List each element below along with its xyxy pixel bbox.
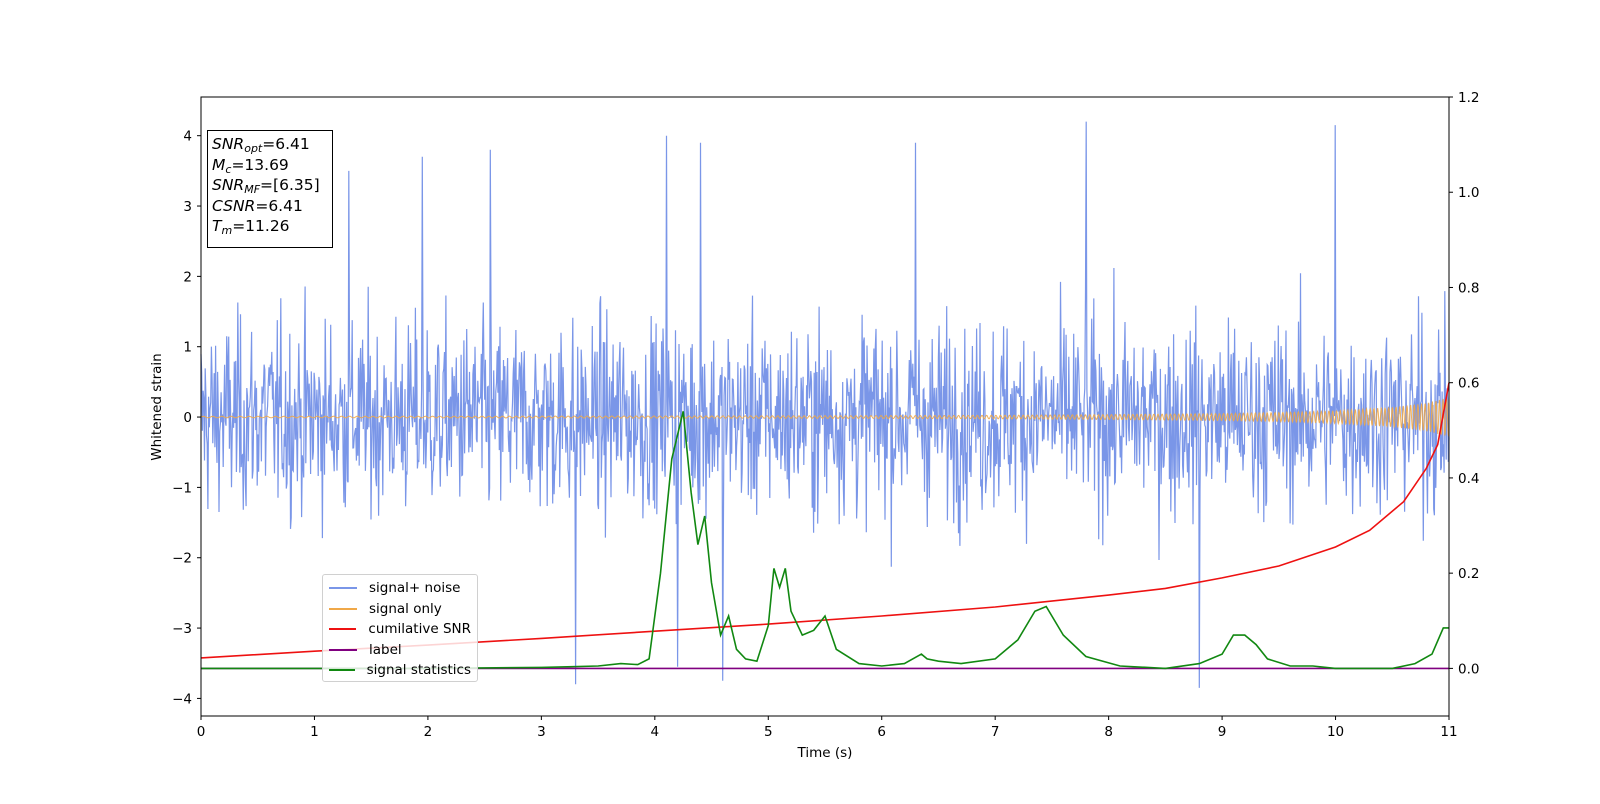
y2-tick-label: 0.0	[1458, 661, 1479, 677]
plot-frame	[200, 96, 1450, 717]
x-tick-label: 11	[1440, 724, 1457, 740]
legend-item: cumilative SNR	[329, 619, 471, 640]
y-tick-label: −4	[172, 691, 192, 707]
y-tick-label: −3	[172, 621, 192, 637]
legend-swatch	[329, 648, 357, 651]
legend-item: label	[329, 640, 471, 661]
y2-tick-label: 1.0	[1458, 185, 1479, 201]
x-tick-label: 6	[877, 724, 886, 740]
x-tick-label: 5	[764, 724, 773, 740]
x-tick-label: 1	[310, 724, 319, 740]
x-tick-label: 9	[1218, 724, 1227, 740]
legend-label: cumilative SNR	[368, 621, 471, 638]
y2-tick-label: 0.4	[1458, 471, 1479, 487]
legend-swatch	[329, 607, 357, 610]
y-axis-label: Whitened strain	[149, 353, 165, 460]
y2-tick-label: 1.2	[1458, 90, 1479, 106]
legend-item: signal+ noise	[329, 578, 471, 599]
x-tick-label: 7	[991, 724, 1000, 740]
info-mc: Mc=13.69	[212, 155, 289, 176]
y-tick-label: 4	[183, 129, 192, 145]
y2-tick-label: 0.2	[1458, 566, 1479, 582]
chart-legend: signal+ noise signal only cumilative SNR…	[322, 574, 478, 682]
y2-tick-label: 0.6	[1458, 376, 1479, 392]
series-signal-only-line	[200, 397, 1450, 437]
legend-swatch	[329, 669, 355, 672]
legend-swatch	[329, 587, 357, 590]
legend-item: signal statistics	[329, 660, 471, 681]
legend-label: signal only	[369, 600, 442, 617]
series-cumilative-snr-line	[200, 382, 1450, 659]
y-tick-label: 3	[183, 199, 192, 215]
x-tick-label: 10	[1327, 724, 1344, 740]
legend-label: label	[369, 641, 402, 658]
info-tm: Tm=11.26	[212, 217, 290, 237]
info-snr-opt: SNRopt=6.41	[212, 135, 310, 155]
series-signal-noise-line	[200, 121, 1450, 688]
y2-tick-label: 0.8	[1458, 280, 1479, 296]
x-axis-label: Time (s)	[797, 745, 853, 761]
legend-swatch	[329, 628, 357, 631]
x-tick-label: 4	[651, 724, 660, 740]
axes-layer: 0 1 2 3 4 5 6 7 8 9 10 11 −4 −3 −2 −1 0 1 2 3 4 0.0 0.2 0.4 0.6 0…	[172, 90, 1479, 740]
series-signal-statistics-line	[201, 411, 1449, 670]
legend-label: signal+ noise	[369, 580, 461, 597]
x-tick-label: 8	[1104, 724, 1113, 740]
legend-item: signal only	[329, 599, 471, 620]
x-tick-label: 0	[197, 724, 206, 740]
x-tick-label: 3	[537, 724, 546, 740]
y-tick-label: −1	[172, 480, 192, 496]
info-csnr: CSNR=6.41	[212, 196, 303, 215]
y-tick-label: 0	[183, 410, 192, 426]
x-tick-label: 2	[424, 724, 433, 740]
snr-info-box: SNRopt=6.41 Mc=13.69 SNRMF=[6.35] CSNR=6…	[207, 130, 333, 248]
info-snr-mf: SNRMF=[6.35]	[212, 176, 320, 196]
y-tick-label: 1	[183, 340, 192, 356]
legend-label: signal statistics	[366, 662, 471, 679]
y-tick-label: −2	[172, 551, 192, 567]
y-tick-label: 2	[183, 269, 192, 285]
